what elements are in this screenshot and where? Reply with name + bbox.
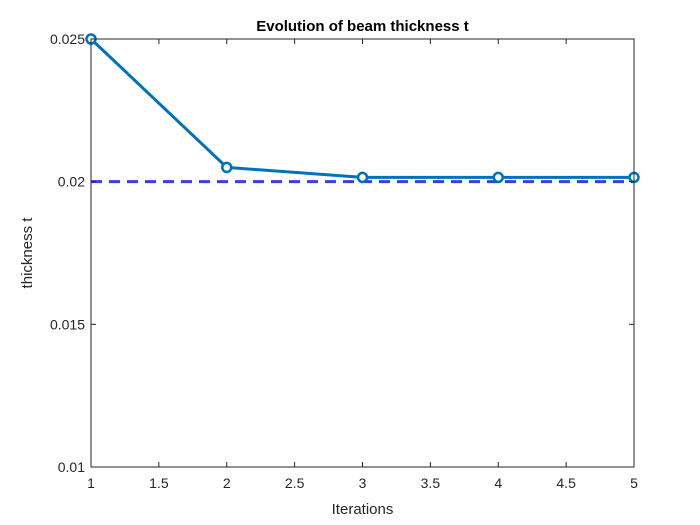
- x-tick-label: 4.5: [556, 475, 576, 491]
- chart-title: Evolution of beam thickness t: [256, 18, 469, 35]
- x-tick-label: 2.5: [285, 475, 305, 491]
- x-tick-label: 1: [87, 475, 95, 491]
- data-point: [492, 171, 504, 184]
- x-tick-label: 4: [494, 475, 502, 491]
- x-tick-label: 2: [223, 475, 231, 491]
- data-point: [356, 171, 369, 184]
- x-tick-label: 5: [630, 475, 638, 491]
- plot-area: [91, 39, 634, 467]
- y-tick-label: 0.015: [50, 316, 85, 332]
- x-tick-label: 3: [359, 475, 367, 491]
- y-tick-label: 0.01: [58, 459, 85, 475]
- y-tick-label: 0.02: [58, 174, 85, 190]
- y-axis-label: thickness t: [19, 217, 36, 289]
- data-point: [221, 161, 233, 174]
- x-axis-label: Iterations: [332, 501, 394, 518]
- y-tick-label: 0.025: [50, 31, 85, 47]
- x-tick-label: 3.5: [421, 475, 441, 491]
- x-tick-label: 1.5: [149, 475, 169, 491]
